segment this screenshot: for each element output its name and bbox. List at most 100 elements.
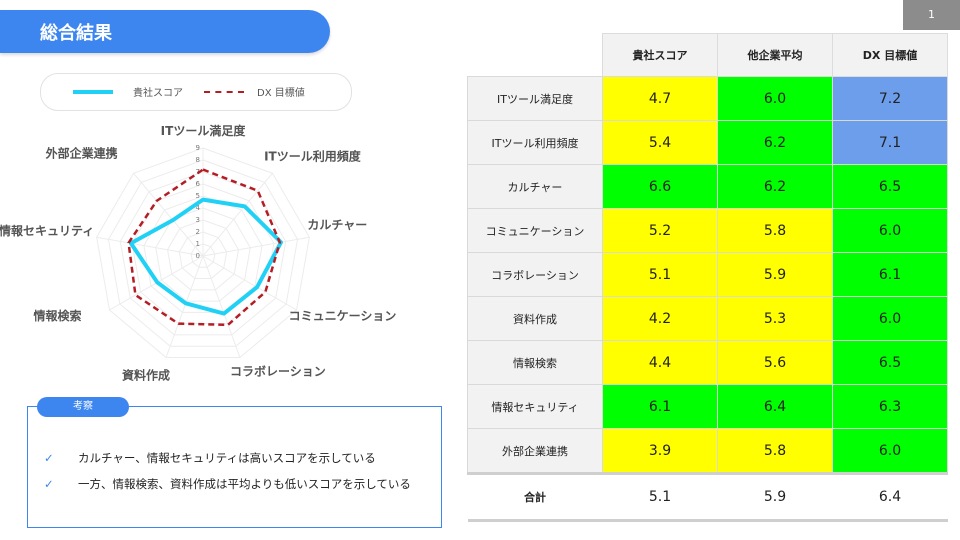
table-cell: 6.1 <box>832 252 948 297</box>
table-row-label: 情報セキュリティ <box>467 384 603 429</box>
table-row: 資料作成 4.2 5.3 6.0 <box>467 296 948 341</box>
radar-axis-label: コラボレーション <box>230 363 326 378</box>
table-row-label: 外部企業連携 <box>467 428 603 474</box>
table-row-label: コラボレーション <box>467 252 603 297</box>
table-cell: 6.0 <box>832 428 948 474</box>
table-header: 貴社スコア <box>602 33 718 77</box>
table-total-label: 合計 <box>467 472 603 522</box>
table-cell: 6.4 <box>717 384 833 429</box>
notes-box <box>27 406 442 528</box>
note-text: 一方、情報検索、資料作成は平均よりも低いスコアを示している <box>78 477 411 491</box>
table-row-label: カルチャー <box>467 164 603 209</box>
table-cell: 4.2 <box>602 296 718 341</box>
grid-ring <box>119 171 287 336</box>
grid-ring <box>143 195 263 313</box>
legend-swatch-target <box>204 91 244 93</box>
tick-label: 5 <box>196 192 200 200</box>
table-total-cell: 5.1 <box>602 472 718 522</box>
grid-spoke <box>202 255 241 358</box>
radar-axis-label: ITツール利用頻度 <box>264 148 362 163</box>
table-cell: 6.2 <box>717 164 833 209</box>
grid-ring <box>178 231 228 280</box>
radar-chart: 0123456789ITツール満足度ITツール利用頻度カルチャーコミュニケーショ… <box>0 123 397 382</box>
table-cell: 5.8 <box>717 428 833 474</box>
radar-axis-label: ITツール満足度 <box>161 123 247 138</box>
note-item: ✓ 一方、情報検索、資料作成は平均よりも低いスコアを示している <box>44 476 411 492</box>
table-cell: 6.1 <box>602 384 718 429</box>
table-cell: 3.9 <box>602 428 718 474</box>
grid-ring <box>190 243 216 268</box>
table-cell: 6.3 <box>832 384 948 429</box>
table-cell: 4.7 <box>602 76 718 121</box>
radar-axis-label: 資料作成 <box>122 367 170 382</box>
table-row: コラボレーション 5.1 5.9 6.1 <box>467 252 948 297</box>
table-corner <box>467 33 603 77</box>
table-header: DX 目標値 <box>832 33 948 77</box>
table-row: カルチャー 6.6 6.2 6.5 <box>467 164 948 209</box>
table-cell: 6.0 <box>717 76 833 121</box>
notes-title: 考察 <box>37 397 129 417</box>
title-bar: 総合結果 <box>0 10 330 53</box>
score-table: 貴社スコア 他企業平均 DX 目標値 ITツール満足度 4.7 6.0 7.2 ITツー… <box>467 33 948 522</box>
legend-label-target: DX 目標値 <box>257 88 305 99</box>
table-row-label: ITツール利用頻度 <box>467 120 603 165</box>
table-cell: 5.2 <box>602 208 718 253</box>
tick-label: 9 <box>196 144 200 152</box>
table-cell: 4.4 <box>602 340 718 385</box>
table-cell: 5.3 <box>717 296 833 341</box>
table-cell: 7.2 <box>832 76 948 121</box>
table-total-cell: 6.4 <box>832 472 948 522</box>
tick-label: 8 <box>196 156 200 164</box>
tick-label: 2 <box>196 228 200 236</box>
table-cell: 7.1 <box>832 120 948 165</box>
table-cell: 5.4 <box>602 120 718 165</box>
radar-axis-label: 情報検索 <box>33 308 81 323</box>
page-number: 1 <box>903 0 960 30</box>
table-cell: 6.5 <box>832 340 948 385</box>
radar-series-2 <box>127 168 282 327</box>
table-row: ITツール利用頻度 5.4 6.2 7.1 <box>467 120 948 165</box>
table-row: ITツール満足度 4.7 6.0 7.2 <box>467 76 948 121</box>
table-row: コミュニケーション 5.2 5.8 6.0 <box>467 208 948 253</box>
radar-axis-label: 情報セキュリティ <box>0 223 94 238</box>
radar-series-1 <box>128 197 283 316</box>
radar-axis-label: 外部企業連携 <box>46 145 118 160</box>
grid-spoke <box>202 255 297 311</box>
table-header: 他企業平均 <box>717 33 833 77</box>
grid-spoke <box>96 236 204 257</box>
grid-ring <box>96 147 310 358</box>
table-row-label: ITツール満足度 <box>467 76 603 121</box>
tick-label: 3 <box>196 216 200 224</box>
grid-spoke <box>133 172 204 257</box>
check-icon: ✓ <box>44 477 54 491</box>
table-row: 情報検索 4.4 5.6 6.5 <box>467 340 948 385</box>
table-cell: 6.6 <box>602 164 718 209</box>
table-total-row: 合計 5.1 5.9 6.4 <box>467 472 948 522</box>
note-text: カルチャー、情報セキュリティは高いスコアを示している <box>78 451 376 465</box>
table-row-label: 資料作成 <box>467 296 603 341</box>
radar-axis-label: コミュニケーション <box>289 309 397 323</box>
chart-legend: 貴社スコア DX 目標値 <box>40 73 352 111</box>
legend-label-score: 貴社スコア <box>133 88 183 99</box>
grid-spoke <box>165 255 204 358</box>
page-title: 総合結果 <box>40 23 112 44</box>
table-cell: 6.5 <box>832 164 948 209</box>
tick-label: 0 <box>196 252 200 260</box>
check-icon: ✓ <box>44 451 54 465</box>
grid-ring <box>155 207 251 302</box>
tick-label: 1 <box>196 240 200 248</box>
table-row-label: コミュニケーション <box>467 208 603 253</box>
table-cell: 5.6 <box>717 340 833 385</box>
table-cell: 5.1 <box>602 252 718 297</box>
table-row: 情報セキュリティ 6.1 6.4 6.3 <box>467 384 948 429</box>
note-item: ✓ カルチャー、情報セキュリティは高いスコアを示している <box>44 450 376 466</box>
table-cell: 5.9 <box>717 252 833 297</box>
grid-spoke <box>202 172 273 257</box>
grid-ring <box>107 159 299 347</box>
table-row: 外部企業連携 3.9 5.8 6.0 <box>467 428 948 474</box>
grid-spoke <box>202 236 310 257</box>
tick-label: 6 <box>196 180 201 188</box>
table-cell: 6.0 <box>832 208 948 253</box>
table-row-label: 情報検索 <box>467 340 603 385</box>
radar-axis-label: カルチャー <box>307 218 367 232</box>
